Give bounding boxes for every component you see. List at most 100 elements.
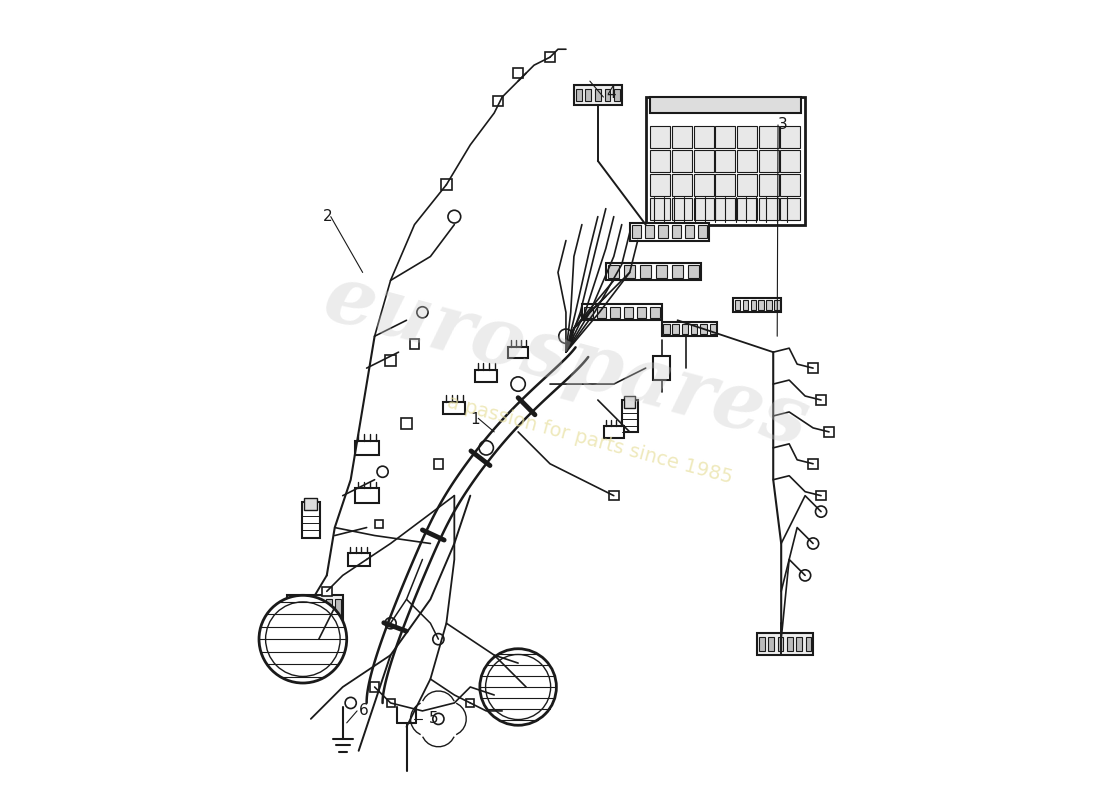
- Bar: [805, 637, 811, 651]
- Bar: [672, 198, 692, 220]
- Text: 2: 2: [322, 209, 332, 224]
- Bar: [672, 266, 683, 278]
- Bar: [650, 97, 801, 113]
- Bar: [640, 266, 651, 278]
- Circle shape: [478, 441, 494, 455]
- Bar: [637, 306, 647, 318]
- Bar: [582, 304, 661, 320]
- Bar: [606, 263, 702, 281]
- Bar: [682, 324, 689, 334]
- Bar: [737, 150, 757, 172]
- Circle shape: [480, 649, 557, 726]
- Bar: [546, 53, 554, 62]
- Bar: [514, 658, 522, 668]
- Bar: [759, 126, 779, 148]
- Bar: [750, 300, 756, 310]
- Bar: [780, 126, 801, 148]
- Bar: [759, 174, 779, 196]
- Bar: [672, 150, 692, 172]
- Bar: [650, 198, 671, 220]
- Bar: [672, 324, 679, 334]
- Bar: [629, 223, 710, 241]
- Circle shape: [432, 714, 444, 725]
- Bar: [691, 324, 697, 334]
- Circle shape: [510, 377, 526, 391]
- Bar: [808, 459, 818, 469]
- Text: 3: 3: [778, 118, 788, 133]
- Circle shape: [520, 682, 531, 693]
- Bar: [737, 198, 757, 220]
- Bar: [656, 266, 668, 278]
- Bar: [661, 322, 717, 336]
- Bar: [307, 599, 314, 619]
- Bar: [326, 599, 331, 619]
- Bar: [614, 89, 619, 101]
- Bar: [816, 491, 826, 501]
- Bar: [650, 174, 671, 196]
- Circle shape: [432, 634, 444, 645]
- Circle shape: [258, 595, 346, 683]
- Bar: [409, 339, 419, 349]
- Bar: [769, 637, 774, 651]
- Bar: [386, 699, 395, 707]
- Bar: [688, 266, 700, 278]
- Bar: [786, 637, 793, 651]
- Bar: [610, 306, 619, 318]
- Text: 6: 6: [359, 703, 369, 718]
- Text: eurospares: eurospares: [315, 258, 817, 462]
- Bar: [604, 426, 624, 438]
- Bar: [322, 586, 331, 596]
- Bar: [443, 402, 465, 414]
- Bar: [701, 324, 706, 334]
- Bar: [508, 346, 528, 358]
- Circle shape: [559, 329, 573, 343]
- Bar: [385, 354, 396, 366]
- Bar: [796, 637, 802, 651]
- Bar: [759, 150, 779, 172]
- Bar: [650, 306, 660, 318]
- Circle shape: [417, 306, 428, 318]
- Bar: [375, 519, 383, 527]
- Circle shape: [496, 706, 508, 717]
- Bar: [715, 150, 736, 172]
- Bar: [672, 126, 692, 148]
- Bar: [631, 226, 641, 238]
- Text: a passion for parts since 1985: a passion for parts since 1985: [446, 393, 735, 487]
- Bar: [672, 226, 681, 238]
- Bar: [742, 300, 748, 310]
- Bar: [780, 174, 801, 196]
- Bar: [574, 85, 622, 105]
- Bar: [698, 226, 707, 238]
- Bar: [658, 226, 668, 238]
- Bar: [735, 300, 740, 310]
- Bar: [767, 300, 772, 310]
- Bar: [475, 370, 497, 382]
- Bar: [650, 150, 671, 172]
- Bar: [289, 599, 295, 619]
- Bar: [759, 300, 764, 310]
- Bar: [816, 395, 826, 405]
- Bar: [663, 324, 670, 334]
- Bar: [441, 179, 452, 190]
- Bar: [715, 198, 736, 220]
- Bar: [514, 68, 522, 78]
- Bar: [672, 174, 692, 196]
- Bar: [624, 266, 636, 278]
- Bar: [694, 198, 714, 220]
- Bar: [778, 637, 783, 651]
- Circle shape: [807, 538, 818, 549]
- Bar: [305, 498, 317, 510]
- Bar: [400, 418, 412, 430]
- Bar: [759, 637, 764, 651]
- Circle shape: [377, 466, 388, 478]
- Bar: [715, 174, 736, 196]
- Circle shape: [345, 698, 356, 709]
- Bar: [685, 226, 694, 238]
- Bar: [757, 633, 813, 655]
- Bar: [370, 682, 379, 692]
- Text: 4: 4: [606, 86, 615, 101]
- Bar: [595, 89, 601, 101]
- Bar: [597, 306, 606, 318]
- Bar: [710, 324, 716, 334]
- Bar: [780, 150, 801, 172]
